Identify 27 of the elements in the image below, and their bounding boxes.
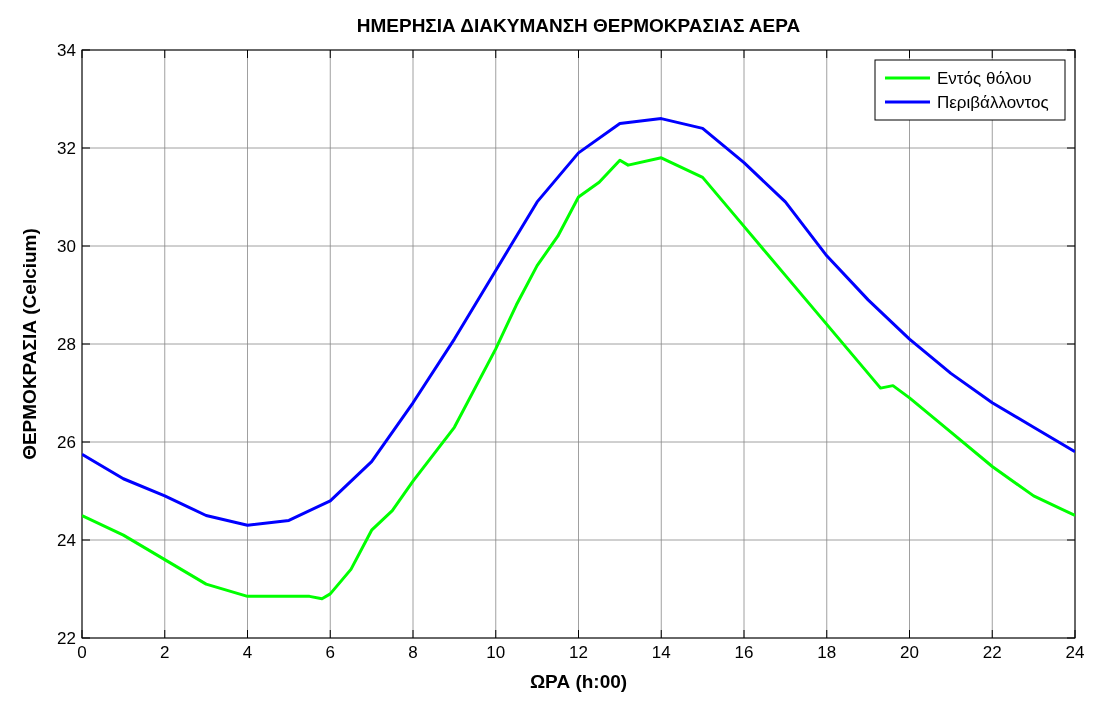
y-tick-label: 24 [57, 531, 76, 550]
x-tick-label: 18 [817, 643, 837, 662]
x-tick-label: 0 [77, 643, 87, 662]
x-tick-label: 22 [982, 643, 1002, 662]
x-tick-label: 14 [651, 643, 671, 662]
x-tick-label: 20 [900, 643, 919, 662]
x-tick-label: 8 [408, 643, 418, 662]
x-tick-label: 10 [486, 643, 506, 662]
y-tick-label: 22 [57, 629, 76, 648]
chart-title: ΗΜΕΡΗΣΙΑ ΔΙΑΚΥΜΑΝΣΗ ΘΕΡΜΟΚΡΑΣΙΑΣ ΑΕΡΑ [356, 15, 801, 36]
x-tick-label: 2 [160, 643, 170, 662]
legend-label: Περιβάλλοντος [937, 93, 1049, 112]
x-tick-label: 4 [242, 643, 253, 662]
y-axis-title: ΘΕΡΜΟΚΡΑΣΙΑ (Celcium) [19, 228, 40, 460]
x-tick-label: 16 [734, 643, 754, 662]
legend-label: Εντός θόλου [937, 69, 1032, 88]
x-axis-title: ΩΡΑ (h:00) [529, 671, 628, 692]
y-tick-label: 34 [57, 41, 76, 60]
line-series [82, 156, 1075, 601]
x-tick-label: 12 [569, 643, 588, 662]
y-tick-label: 30 [57, 237, 76, 256]
y-tick-label: 28 [57, 335, 76, 354]
y-tick-label: 32 [57, 139, 76, 158]
x-tick-label: 24 [1065, 643, 1085, 662]
y-tick-label: 26 [57, 433, 76, 452]
x-tick-label: 6 [325, 643, 335, 662]
line-series [82, 117, 1075, 527]
